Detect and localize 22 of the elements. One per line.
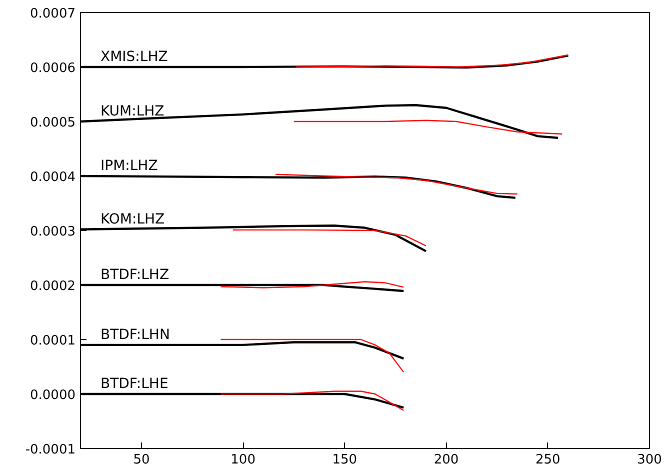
y-tick-label: 0.0003 <box>30 224 76 240</box>
series-label: BTDF:LHE <box>100 376 168 392</box>
y-tick-label: 0.0002 <box>30 279 76 294</box>
series-label: KOM:LHZ <box>100 211 165 228</box>
series-label: XMIS:LHZ <box>100 49 168 65</box>
x-tick-label: 250 <box>535 452 560 468</box>
y-tick-label: -0.0001 <box>25 442 76 458</box>
series-label: KUM:LHZ <box>100 104 164 120</box>
x-tick-label: 300 <box>637 452 662 468</box>
legend-label: BTDF:LHN <box>100 326 170 343</box>
series-label: IPM:LHZ <box>100 158 158 174</box>
x-tick-label: 150 <box>332 452 358 468</box>
y-tick-label: 0.0001 <box>30 334 76 348</box>
y-tick-label: 0.0007 <box>30 6 76 22</box>
series-label: BTDF:LHZ <box>100 267 170 283</box>
y-tick-label: 0.0004 <box>30 170 76 185</box>
y-tick-label: 0.0006 <box>30 61 76 76</box>
x-tick-label: 100 <box>230 452 256 468</box>
y-tick-label: 0.0000 <box>30 388 76 403</box>
x-tick-label: 200 <box>434 452 459 468</box>
x-tick-label: 50 <box>133 452 150 468</box>
y-tick-label: 0.0005 <box>30 116 76 130</box>
